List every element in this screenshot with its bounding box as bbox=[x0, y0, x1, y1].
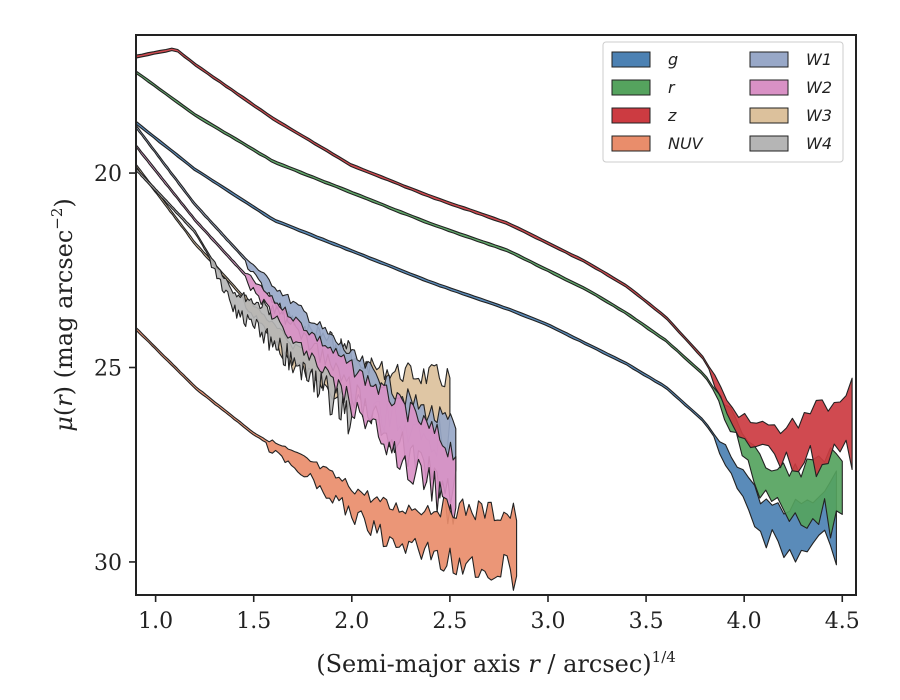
x-tick-label: 1.0 bbox=[138, 609, 173, 634]
x-tick-label: 3.5 bbox=[629, 609, 664, 634]
legend-swatch-w1 bbox=[749, 51, 789, 68]
legend-label-g: g bbox=[668, 50, 678, 69]
x-tick-label: 2.5 bbox=[432, 609, 467, 634]
x-axis-label: (Semi-major axis r / arcsec)1/4 bbox=[316, 648, 676, 678]
legend: grz NUV W1 W2 W3 W4 bbox=[602, 41, 844, 163]
legend-label-z: z bbox=[667, 106, 677, 125]
y-tick-label: 25 bbox=[94, 357, 122, 382]
y-axis-label: μ(r) (mag arcsec−2) bbox=[48, 198, 78, 432]
x-tick-label: 4.0 bbox=[727, 609, 762, 634]
x-tick-label: 3.0 bbox=[530, 609, 565, 634]
legend-swatch-w3 bbox=[749, 107, 789, 124]
y-tick-label: 30 bbox=[94, 551, 122, 576]
legend-label-w3: W3 bbox=[806, 106, 832, 125]
x-tick-label: 1.5 bbox=[236, 609, 271, 634]
x-tick-label: 4.5 bbox=[825, 609, 860, 634]
legend-swatch-w2 bbox=[749, 79, 789, 96]
legend-label-w4: W4 bbox=[806, 134, 832, 153]
series-band-w2 bbox=[136, 144, 457, 525]
legend-swatch-g bbox=[611, 51, 651, 68]
series-layer bbox=[136, 47, 853, 591]
series-band-g bbox=[136, 120, 837, 566]
x-tick-label: 2.0 bbox=[334, 609, 369, 634]
series-band-z bbox=[136, 47, 853, 478]
y-tick-label: 20 bbox=[94, 162, 122, 187]
legend-swatch-w4 bbox=[749, 135, 789, 152]
legend-label-w1: W1 bbox=[806, 50, 832, 69]
series-band-nuv bbox=[136, 326, 518, 591]
legend-frame bbox=[602, 41, 844, 163]
plot-frame bbox=[135, 34, 857, 596]
y-axis: 20 25 30 bbox=[94, 162, 136, 576]
x-axis: 1.0 1.5 2.0 2.5 3.0 3.5 4.0 4.5 bbox=[138, 595, 860, 634]
legend-swatch-z bbox=[611, 107, 651, 124]
series-band-r bbox=[136, 70, 843, 539]
legend-label-nuv: NUV bbox=[668, 134, 704, 153]
legend-swatch-nuv bbox=[611, 135, 651, 152]
legend-label-w2: W2 bbox=[806, 78, 832, 97]
legend-swatch-r bbox=[611, 79, 651, 96]
legend-label-r: r bbox=[668, 78, 676, 97]
